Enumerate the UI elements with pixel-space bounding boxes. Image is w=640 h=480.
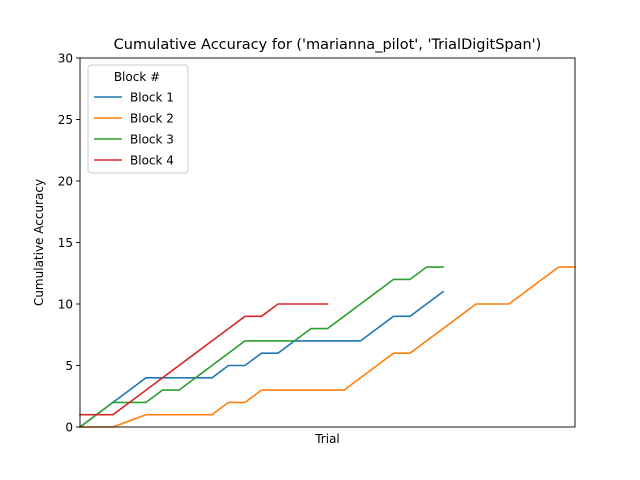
chart-title: Cumulative Accuracy for ('marianna_pilot… xyxy=(114,37,542,53)
y-tick-label: 30 xyxy=(58,52,73,66)
legend: Block # Block 1 Block 2 Block 3 Block 4 xyxy=(87,64,189,174)
legend-label-block-2: Block 2 xyxy=(130,112,174,126)
series-lines xyxy=(78,266,576,429)
y-tick-label: 5 xyxy=(65,359,73,373)
series-line-block-3 xyxy=(78,266,444,429)
y-tick-label: 25 xyxy=(58,113,73,127)
legend-title: Block # xyxy=(114,70,160,84)
y-axis-label: Cumulative Accuracy xyxy=(32,179,46,306)
x-axis-label: Trial xyxy=(314,432,340,446)
legend-label-block-4: Block 4 xyxy=(130,154,174,168)
series-line-block-1 xyxy=(78,290,445,429)
series-line-block-2 xyxy=(79,266,576,428)
series-line-block-4 xyxy=(79,303,329,416)
y-tick-label: 20 xyxy=(58,175,73,189)
legend-label-block-1: Block 1 xyxy=(130,91,174,105)
y-tick-label: 0 xyxy=(65,421,73,435)
y-tick-label: 15 xyxy=(58,236,73,250)
legend-box xyxy=(87,64,189,174)
legend-label-block-3: Block 3 xyxy=(130,133,174,147)
y-tick-label: 10 xyxy=(58,298,73,312)
axes: 0 5 10 15 20 25 30 xyxy=(58,52,576,435)
